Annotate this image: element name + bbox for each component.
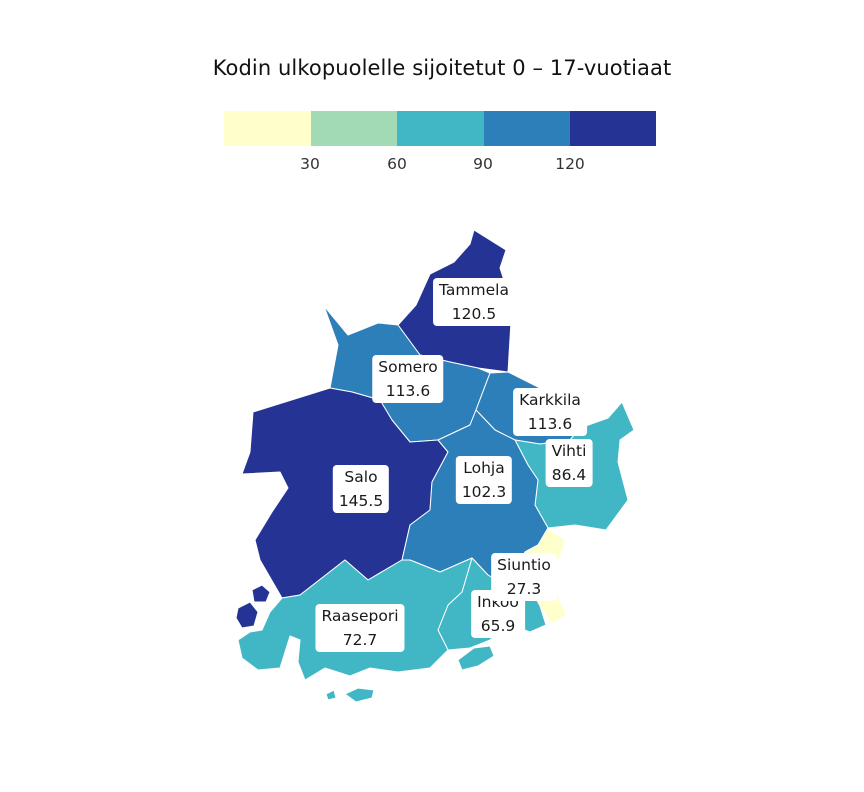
label-vihti: Vihti 86.4 (545, 439, 593, 487)
label-lohja-name: Lohja (463, 459, 505, 477)
label-salo-name: Salo (344, 468, 378, 486)
label-salo-value: 145.5 (338, 492, 384, 510)
legend-tick-120: 120 (555, 155, 585, 173)
legend-tick-30: 30 (300, 155, 320, 173)
label-tammela: Tammela 120.5 (433, 278, 515, 326)
island-salo-2 (235, 601, 259, 629)
island-inkoo (457, 645, 495, 671)
legend-tick-60: 60 (387, 155, 407, 173)
label-karkkila: Karkkila 113.6 (513, 388, 587, 436)
map-title: Kodin ulkopuolelle sijoitetut 0 – 17-vuo… (212, 56, 672, 80)
label-tammela-name: Tammela (439, 281, 509, 299)
label-raasepori-name: Raasepori (321, 607, 399, 625)
label-salo: Salo 145.5 (332, 465, 390, 513)
label-somero-value: 113.6 (385, 382, 431, 400)
label-raasepori: Raasepori 72.7 (315, 604, 405, 652)
label-somero: Somero 113.6 (372, 355, 444, 403)
label-somero-name: Somero (378, 358, 438, 376)
label-lohja: Lohja 102.3 (455, 456, 513, 504)
island-raasepori-1 (344, 687, 375, 703)
legend-bin-3 (397, 111, 484, 146)
label-inkoo-value: 65.9 (480, 617, 516, 635)
island-salo-1 (251, 584, 271, 603)
label-siuntio: Siuntio 27.3 (491, 553, 557, 601)
label-siuntio-name: Siuntio (497, 556, 551, 574)
label-karkkila-name: Karkkila (519, 391, 581, 409)
island-raasepori-2 (325, 689, 337, 701)
label-siuntio-value: 27.3 (506, 580, 542, 598)
legend-bin-1 (224, 111, 311, 146)
legend-tick-90: 90 (473, 155, 493, 173)
label-karkkila-value: 113.6 (527, 415, 573, 433)
label-lohja-value: 102.3 (461, 483, 507, 501)
label-vihti-value: 86.4 (551, 466, 587, 484)
label-vihti-name: Vihti (551, 442, 587, 460)
legend-bin-2 (311, 111, 397, 146)
label-tammela-value: 120.5 (451, 305, 497, 323)
color-legend: 30 60 90 120 (224, 111, 656, 173)
legend-bin-4 (484, 111, 570, 146)
legend-bin-5 (570, 111, 656, 146)
label-raasepori-value: 72.7 (342, 631, 378, 649)
